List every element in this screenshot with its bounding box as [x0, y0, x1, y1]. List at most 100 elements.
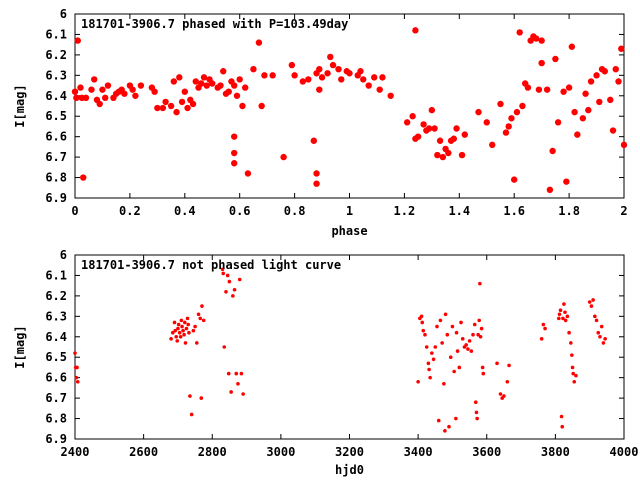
phased-data-point	[505, 123, 512, 130]
unphased-data-point	[73, 351, 77, 355]
phased-data-point	[338, 76, 345, 83]
unphased-data-point	[478, 334, 483, 339]
phased-data-point	[137, 82, 145, 89]
phased-data-point	[310, 137, 318, 144]
phased-x-tick-label: 1.6	[503, 204, 525, 218]
phased-data-point	[255, 39, 263, 46]
phased-data-point	[365, 82, 372, 89]
phased-data-point	[532, 35, 540, 42]
unphased-data-point	[424, 345, 429, 349]
phased-data-point	[453, 125, 460, 132]
unphased-data-point	[539, 337, 544, 341]
unphased-data-point	[460, 337, 465, 341]
unphased-y-tick-label: 6.8	[45, 412, 67, 426]
unphased-data-point	[236, 382, 240, 386]
unphased-data-point	[457, 365, 462, 370]
phased-data-point	[574, 131, 581, 138]
phased-data-point	[563, 178, 570, 185]
unphased-data-point	[231, 294, 235, 298]
unphased-data-point	[431, 357, 436, 362]
unphased-data-point	[454, 330, 459, 335]
phased-data-point	[371, 74, 378, 81]
unphased-data-point	[440, 341, 444, 345]
phased-data-point	[434, 151, 441, 159]
phased-data-point	[431, 125, 438, 132]
phased-data-point	[77, 84, 84, 91]
phased-data-point	[225, 88, 232, 95]
unphased-data-point	[598, 334, 602, 339]
phased-data-point	[74, 37, 81, 44]
unphased-data-point	[237, 277, 242, 282]
unphased-data-point	[200, 304, 204, 308]
unphased-data-point	[596, 330, 601, 335]
unphased-data-point	[450, 324, 455, 329]
phased-data-point	[439, 153, 447, 161]
phased-y-tick-label: 6.7	[45, 150, 67, 164]
phased-data-point	[299, 78, 307, 85]
phased-data-point	[607, 96, 614, 104]
unphased-data-point	[498, 392, 503, 396]
unphased-data-point	[435, 324, 439, 329]
unphased-x-tick-label: 3000	[266, 445, 295, 459]
phased-data-point	[560, 88, 567, 95]
phased-y-tick-label: 6.1	[45, 27, 67, 41]
phased-data-point	[568, 43, 576, 50]
unphased-data-point	[181, 328, 185, 333]
phased-data-point	[524, 84, 532, 91]
phased-data-point	[236, 76, 243, 83]
phased-data-point	[615, 78, 622, 85]
unphased-data-point	[169, 337, 173, 341]
phased-x-axis-title: phase	[331, 224, 367, 238]
unphased-data-point	[469, 349, 474, 353]
unphased-data-point	[477, 318, 482, 323]
unphased-data-point	[448, 355, 453, 360]
unphased-x-tick-label: 3400	[404, 445, 433, 459]
phased-data-point	[450, 135, 458, 142]
phased-data-point	[403, 119, 411, 126]
phased-data-point	[346, 70, 353, 77]
phased-data-point	[489, 141, 496, 149]
phased-data-point	[258, 102, 265, 110]
phased-light-curve-panel: 0 0.2 0.4 0.6 0.8 1 1.2 1.4 1.6 1.8 2 6 6.1 6.2 6.3 6.4…	[13, 7, 628, 238]
phased-data-point	[239, 102, 246, 110]
unphased-x-tick-label: 2400	[61, 445, 90, 459]
phased-data-point	[231, 160, 238, 167]
unphased-data-point	[455, 349, 460, 353]
unphased-data-point	[173, 328, 177, 333]
phased-data-point	[601, 68, 608, 75]
unphased-data-point	[438, 318, 443, 323]
phased-data-point	[200, 74, 208, 81]
phased-data-point	[170, 78, 178, 85]
phased-data-point	[587, 78, 595, 85]
unphased-data-point	[474, 410, 479, 415]
unphased-data-point	[180, 324, 184, 329]
phased-data-point	[609, 127, 617, 134]
phased-data-point	[428, 106, 436, 114]
phased-data-point	[335, 66, 342, 73]
unphased-data-point	[220, 267, 225, 272]
phased-data-point	[192, 78, 199, 85]
phased-data-point	[73, 94, 80, 102]
unphased-data-point	[594, 318, 599, 323]
phased-data-point	[173, 108, 180, 116]
phased-data-point	[151, 88, 158, 95]
unphased-data-point	[557, 316, 561, 321]
unphased-data-point	[423, 332, 427, 337]
unphased-data-point	[179, 318, 184, 323]
unphased-data-point	[464, 343, 468, 347]
phased-y-tick-label: 6	[60, 7, 67, 21]
unphased-data-point	[541, 322, 546, 327]
unphased-data-point	[189, 412, 194, 417]
phased-x-tick-label: 0.6	[229, 204, 251, 218]
unphased-data-point	[185, 316, 190, 321]
phased-data-point	[288, 61, 296, 69]
unphased-data-point	[559, 414, 564, 419]
phased-data-point	[176, 74, 183, 81]
unphased-data-point	[170, 330, 175, 335]
unphased-x-tick-label: 3800	[541, 445, 570, 459]
unphased-data-point	[174, 334, 179, 339]
phased-data-point	[511, 176, 518, 183]
phased-data-point	[101, 94, 109, 102]
phased-data-point	[414, 133, 422, 140]
phased-data-point	[318, 74, 326, 81]
